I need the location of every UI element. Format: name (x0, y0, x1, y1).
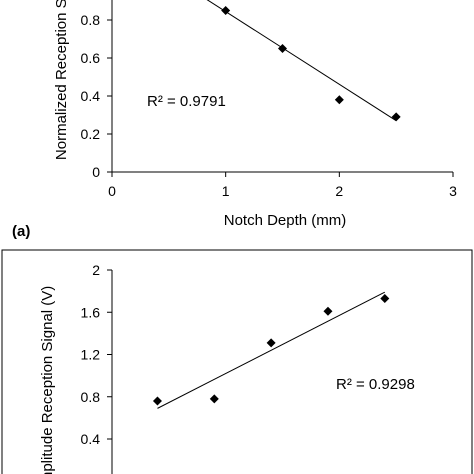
x-tick-label: 1 (222, 183, 230, 199)
y-tick-label: 1.2 (81, 347, 101, 363)
chart-a: 0 0.2 0.4 0.6 0.8 0 1 2 3 R² = 0.9791 Notch Dep… (12, 0, 457, 240)
y-tick-label: 0 (92, 164, 100, 180)
chart-b-y-axis-title: nplitude Reception Signal (V) (39, 286, 56, 474)
chart-b-frame (1, 249, 473, 474)
y-tick-label: 0.4 (81, 88, 101, 104)
chart-a-y-axis-title: Normalized Reception Si (53, 0, 70, 160)
chart-a-r2-label: R² = 0.9791 (147, 93, 226, 110)
x-tick-label: 3 (449, 183, 457, 199)
x-tick-label: 0 (108, 183, 116, 199)
chart-b-trendline (157, 291, 386, 409)
data-point (323, 306, 333, 316)
y-tick-label: 0.6 (81, 50, 101, 66)
data-point (221, 6, 231, 15)
chart-b: 0.4 0.8 1.2 1.6 2 R² = 0.9298 nplitude Recep… (1, 249, 473, 474)
data-point (380, 294, 390, 304)
y-tick-label: 0.2 (81, 126, 101, 142)
chart-a-panel-label: (a) (12, 223, 30, 240)
data-point (266, 338, 276, 348)
y-tick-label: 0.8 (81, 389, 101, 405)
y-tick-label: 1.6 (81, 304, 101, 320)
y-tick-label: 0.4 (81, 431, 101, 447)
y-tick-label: 0.8 (81, 12, 101, 28)
data-point (152, 396, 162, 406)
y-tick-label: 2 (92, 262, 100, 278)
data-point (278, 44, 287, 53)
data-point (391, 112, 401, 122)
data-point (209, 394, 219, 404)
x-tick-label: 2 (335, 183, 343, 199)
chart-a-trendline (206, 0, 397, 122)
chart-a-x-axis-title: Notch Depth (mm) (224, 212, 347, 229)
data-point (334, 95, 344, 105)
chart-b-r2-label: R² = 0.9298 (336, 376, 415, 393)
